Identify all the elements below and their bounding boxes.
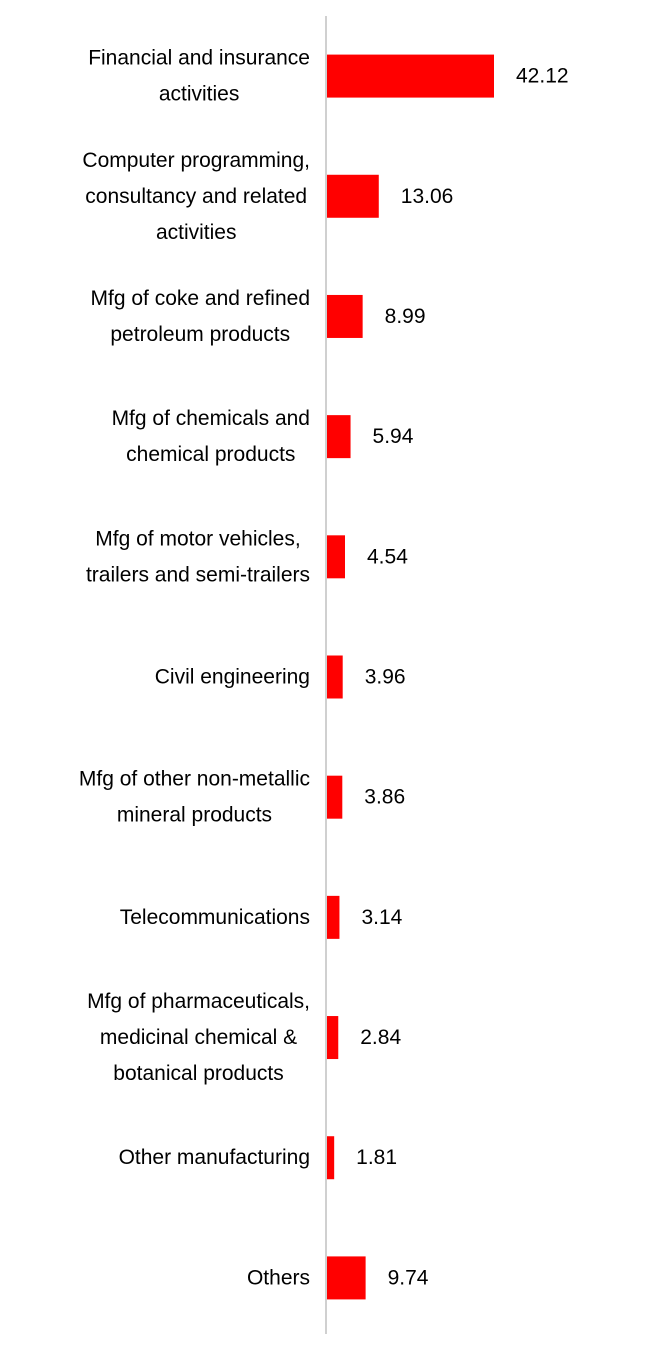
bar-value-label: 1.81	[356, 1146, 397, 1169]
category-label-line: Telecommunications	[120, 906, 310, 929]
category-label: Other manufacturing	[119, 1146, 310, 1169]
category-label-line: activities	[159, 83, 240, 106]
category-label-line: mineral products	[117, 804, 272, 827]
category-label-line: Mfg of pharmaceuticals,	[87, 990, 310, 1013]
category-label: Telecommunications	[120, 906, 310, 929]
category-label-line: Financial and insurance	[88, 47, 310, 70]
category-label: Mfg of chemicals and chemical products	[112, 407, 310, 466]
category-label: Civil engineering	[155, 666, 310, 689]
category-label-line: Civil engineering	[155, 666, 310, 689]
category-label-line: Mfg of other non-metallic	[79, 768, 310, 791]
bar-value-label: 3.86	[364, 786, 405, 809]
category-label: Others	[247, 1266, 310, 1289]
category-label: Mfg of other non-metallic mineral product…	[79, 768, 310, 827]
bar	[327, 1136, 335, 1180]
category-label: Mfg of coke and refined petroleum product…	[91, 287, 310, 346]
category-label-line: Others	[247, 1266, 310, 1289]
category-label: Computer programming, consultancy and rel…	[82, 149, 310, 244]
category-label-line: Computer programming,	[82, 149, 310, 172]
bar-value-label: 3.14	[361, 906, 402, 929]
bar-value-label: 3.96	[365, 666, 406, 689]
category-label-line: Mfg of motor vehicles,	[95, 527, 300, 550]
bar-value-label: 9.74	[388, 1266, 429, 1289]
bar-value-label: 2.84	[360, 1026, 401, 1049]
category-label-line: consultancy and related	[85, 185, 307, 208]
category-label: Mfg of pharmaceuticals, medicinal chemica…	[87, 990, 310, 1085]
category-label-line: Mfg of coke and refined	[91, 287, 310, 310]
category-labels-group: Financial and insurance activitiesCompute…	[79, 47, 310, 1290]
bar-value-label: 8.99	[385, 305, 426, 328]
bars-group	[327, 54, 494, 1300]
category-label-line: Other manufacturing	[119, 1146, 310, 1169]
bar	[327, 775, 343, 819]
category-label: Financial and insurance activities	[88, 47, 310, 106]
bar-value-label: 13.06	[401, 185, 454, 208]
bar	[327, 294, 363, 338]
category-label-line: petroleum products	[110, 323, 290, 346]
bar-value-label: 4.54	[367, 545, 408, 568]
bar	[327, 1016, 339, 1060]
category-label-line: Mfg of chemicals and	[112, 407, 310, 430]
category-label-line: botanical products	[113, 1062, 283, 1085]
bar	[327, 1256, 366, 1300]
bar-value-label: 5.94	[373, 425, 414, 448]
bar-value-label: 42.12	[516, 65, 569, 88]
bar	[327, 54, 494, 98]
category-label-line: trailers and semi-trailers	[86, 563, 310, 586]
bar	[327, 895, 340, 939]
bar	[327, 415, 351, 459]
category-label: Mfg of motor vehicles, trailers and semi-…	[86, 527, 310, 586]
category-label-line: activities	[156, 221, 237, 244]
category-label-line: medicinal chemical &	[100, 1026, 297, 1049]
bar	[327, 174, 379, 218]
category-label-line: chemical products	[126, 443, 295, 466]
bar	[327, 535, 346, 579]
bar	[327, 655, 343, 699]
value-labels-group: 42.12 13.06 8.99 5.94 4.54 3.96 3.86 3.14 2.84 1.…	[356, 65, 568, 1290]
